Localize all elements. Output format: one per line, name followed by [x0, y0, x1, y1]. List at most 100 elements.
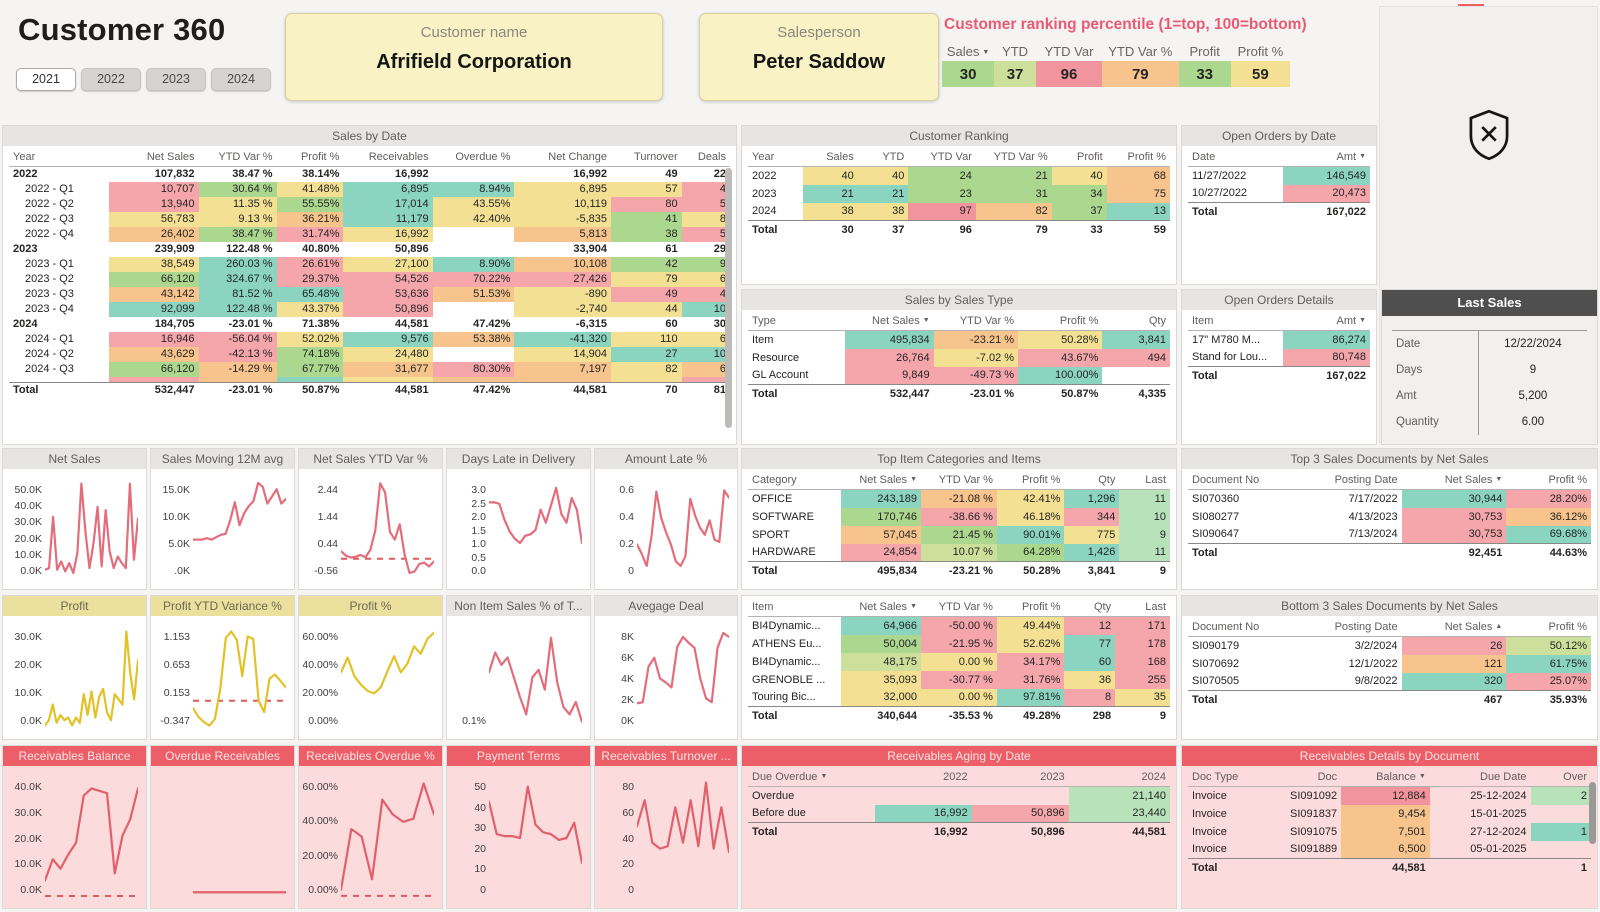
profit-ytd-var-sparkline[interactable]: 1.153 0.653 0.153 -0.347	[151, 616, 294, 739]
table-row[interactable]: Invoice SI091837 9,454 15-01-2025	[1188, 804, 1591, 823]
table-row[interactable]: 11/27/2022 146,549	[1188, 166, 1370, 185]
column-header[interactable]: Deals	[681, 148, 730, 167]
column-header[interactable]: Due Overdue ▼	[748, 768, 875, 787]
net-sales-ytd-var-sparkline[interactable]: 2.44 1.44 0.44 -0.56	[299, 469, 442, 589]
table-row[interactable]: Total 167,022	[1188, 366, 1370, 385]
table-row[interactable]: GL Account 9,849 -49.73 % 100.00%	[748, 366, 1170, 385]
table-row[interactable]: Touring Bic... 32,000 0.00 % 97.81% 8 35	[748, 688, 1170, 707]
table-row[interactable]: Total 44,581 1	[1188, 858, 1591, 877]
table-row[interactable]: 2023 - Q3 43,142 81.52 % 65.48% 53,636 51.53%…	[9, 286, 730, 302]
column-header[interactable]: Profit %	[1018, 312, 1103, 331]
column-header[interactable]: Net Sales ▼	[840, 471, 921, 490]
year-button-2023[interactable]: 2023	[146, 68, 206, 91]
table-row[interactable]: 2023 - Q2 66,120 324.67 % 29.37% 54,526 70.22…	[9, 271, 730, 287]
column-header[interactable]: Net Change	[514, 148, 612, 167]
table-row[interactable]: 2023 239,909 122.48 % 40.80% 50,896 33,904 61 2…	[13, 243, 726, 255]
table-row[interactable]: 2024 - Q1 16,946 -56.04 % 52.02% 9,576 53.38%…	[9, 331, 730, 347]
top-item-categories-table[interactable]: Category Net Sales ▼ YTD Var % Profit % Qty La…	[742, 469, 1176, 580]
table-row[interactable]: 2023 - Q1 38,549 260.03 % 26.61% 27,100 8.90%…	[9, 256, 730, 272]
year-button-2024[interactable]: 2024	[211, 68, 271, 91]
top3-docs-table[interactable]: Document No Posting Date Net Sales ▼ Profit …	[1182, 469, 1597, 562]
table-row[interactable]: GRENOBLE ... 35,093 -30.77 % 31.76% 36 255	[748, 670, 1170, 689]
sales-by-date-scrollbar[interactable]	[725, 168, 732, 428]
column-header[interactable]: Document No	[1188, 471, 1293, 490]
table-row[interactable]: Total 30 37 96 79 33 59	[748, 220, 1170, 239]
column-header[interactable]: Posting Date	[1292, 471, 1402, 490]
table-row[interactable]: Total 167,022	[1188, 202, 1370, 221]
column-header[interactable]: Net Sales ▲	[1401, 618, 1507, 637]
receivables-aging-table[interactable]: Due Overdue ▼ 2022 2023 2024 Overdue 21,140 Bef…	[742, 766, 1176, 841]
column-header[interactable]: Amt ▼	[1282, 148, 1370, 167]
amount-late-sparkline[interactable]: 0.6 0.4 0.2 0	[595, 469, 737, 589]
payment-terms-sparkline[interactable]: 50 40 30 20 10 0	[447, 766, 590, 908]
column-header[interactable]: YTD	[857, 148, 909, 167]
column-header[interactable]: Over	[1530, 768, 1591, 787]
column-header[interactable]: Sales ▼	[946, 44, 990, 59]
column-header[interactable]: Doc Type	[1188, 768, 1261, 787]
column-header[interactable]: Profit %	[996, 471, 1065, 490]
non-item-sales-sparkline[interactable]: 0.1%	[447, 616, 590, 739]
table-row[interactable]: SPORT 57,045 21.45 % 90.01% 775 9	[748, 525, 1170, 544]
column-header[interactable]: Profit	[1189, 44, 1220, 59]
receivables-details-table[interactable]: Doc Type Doc Balance ▼ Due Date Over Invoice SI…	[1182, 766, 1597, 877]
column-header[interactable]: Overdue %	[432, 148, 515, 167]
column-header[interactable]: Qty	[1064, 471, 1120, 490]
table-row[interactable]: 2024 - Q3 66,120 -14.29 % 67.77% 31,677 80.30…	[9, 361, 730, 377]
column-header[interactable]: Last	[1119, 471, 1170, 490]
table-row[interactable]: Invoice SI091889 6,500 05-01-2025	[1188, 840, 1591, 859]
year-button-2022[interactable]: 2022	[81, 68, 141, 91]
column-header[interactable]: Qty	[1102, 312, 1170, 331]
column-header[interactable]: YTD	[1002, 44, 1029, 59]
table-row[interactable]: BI4Dynamic... 48,175 0.00 % 34.17% 60 168	[748, 652, 1170, 671]
column-header[interactable]: Net Sales ▼	[845, 312, 934, 331]
table-row[interactable]: BI4Dynamic... 64,966 -50.00 % 49.44% 12 171	[748, 616, 1170, 635]
table-row[interactable]: ATHENS Eu... 50,004 -21.95 % 52.62% 77 178	[748, 634, 1170, 653]
column-header[interactable]: Document No	[1188, 618, 1293, 637]
column-header[interactable]: Turnover	[611, 148, 682, 167]
table-row[interactable]: 17" M780 M... 86,274	[1188, 330, 1370, 349]
column-header[interactable]: Amt ▼	[1282, 312, 1370, 331]
ranking-percentile-table[interactable]: Sales ▼ YTD YTD Var YTD Var % Profit Profit % 3…	[942, 42, 1290, 87]
sales-moving-avg-sparkline[interactable]: 15.0K 10.0K 5.0K .0K	[151, 469, 294, 589]
table-row[interactable]: Total 92,451 44.63%	[1188, 543, 1591, 562]
table-row[interactable]: 2024 - Q2 43,629 -42.13 % 74.18% 24,480 14,90…	[9, 346, 730, 362]
table-row[interactable]: 2024 38 38 97 82 37 13	[748, 202, 1170, 221]
column-header[interactable]: Sales	[802, 148, 858, 167]
table-row[interactable]: Total 340,644 -35.53 % 49.28% 298 9	[748, 706, 1170, 725]
receivables-balance-sparkline[interactable]: 40.0K 30.0K 20.0K 10.0K 0.0K	[3, 766, 146, 908]
table-row[interactable]: Before due 16,992 50,896 23,440	[748, 804, 1170, 823]
column-header[interactable]: Due Date	[1429, 768, 1531, 787]
table-row[interactable]: 2023 - Q4 92,099 122.48 % 43.37% 50,896 -2,74…	[9, 301, 730, 317]
table-row[interactable]: HARDWARE 24,854 10.07 % 64.28% 1,426 11	[748, 543, 1170, 562]
column-header[interactable]: Posting Date	[1292, 618, 1402, 637]
column-header[interactable]: Year	[748, 148, 803, 167]
sales-by-date-table[interactable]: Year Net Sales YTD Var % Profit % Receivable…	[3, 146, 736, 398]
column-header[interactable]: Doc	[1260, 768, 1342, 787]
table-row[interactable]: SI070505 9/8/2022 320 25.07%	[1188, 672, 1591, 691]
table-row[interactable]: Overdue 21,140	[748, 786, 1170, 805]
column-header[interactable]: YTD Var	[1044, 44, 1094, 59]
average-deal-sparkline[interactable]: 8K 6K 4K 2K 0K	[595, 616, 737, 739]
column-header[interactable]: Qty	[1064, 598, 1116, 617]
column-header[interactable]: 2024	[1068, 768, 1170, 787]
column-header[interactable]: Profit %	[1506, 471, 1591, 490]
table-row[interactable]: SI070360 7/17/2022 30,944 28.20%	[1188, 489, 1591, 508]
table-row[interactable]: 2022 40 40 24 21 40 68	[748, 166, 1170, 185]
table-row[interactable]: SI070692 12/1/2022 121 61.75%	[1188, 654, 1591, 673]
table-row[interactable]: Stand for Lou... 80,748	[1188, 348, 1370, 367]
open-orders-details-table[interactable]: Item Amt ▼ 17" M780 M... 86,274 Stand for Lou…	[1182, 310, 1376, 385]
receivables-details-scrollbar[interactable]	[1589, 782, 1596, 844]
column-header[interactable]: Profit %	[276, 148, 344, 167]
column-header[interactable]: YTD Var	[908, 148, 976, 167]
column-header[interactable]: Profit %	[1237, 44, 1284, 59]
column-header[interactable]: Item	[748, 598, 841, 617]
column-header[interactable]: Type	[748, 312, 846, 331]
column-header[interactable]: YTD Var %	[933, 312, 1019, 331]
table-row[interactable]: 30 37 96 79 33 59	[942, 61, 1290, 87]
column-header[interactable]: Net Sales ▼	[1401, 471, 1507, 490]
net-sales-sparkline[interactable]: 50.0K 40.0K 30.0K 20.0K 10.0K 0.0K	[3, 469, 146, 589]
column-header[interactable]: Profit %	[1506, 618, 1591, 637]
table-row[interactable]: Total 467 35.93%	[1188, 690, 1591, 709]
table-row[interactable]: 2022 107,832 38.47 % 38.14% 16,992 16,992 49 22	[13, 168, 726, 181]
receivables-overdue-pct-sparkline[interactable]: 60.00% 40.00% 20.00% 0.00%	[299, 766, 442, 908]
